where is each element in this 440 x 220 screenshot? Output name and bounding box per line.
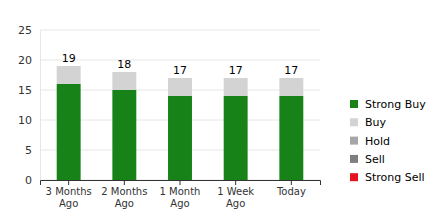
y-tick: 25 [18, 24, 40, 37]
bar-segment [168, 96, 192, 180]
bar-segment [112, 72, 136, 90]
x-tick-mark [291, 180, 292, 185]
legend: Strong Buy Buy Hold Sell Strong Sell [350, 98, 426, 184]
bar-segment [279, 78, 303, 79]
x-tick-mark [68, 180, 69, 185]
legend-label: Buy [365, 116, 387, 129]
total-label: 17 [173, 64, 187, 77]
y-axis-line [40, 31, 41, 181]
y-tick: 5 [25, 144, 40, 157]
y-tick-label: 15 [18, 84, 32, 97]
legend-label: Sell [365, 153, 385, 166]
legend-item: Strong Buy [350, 98, 426, 111]
y-tick-label: 0 [25, 174, 32, 187]
x-tick-mark [180, 180, 181, 185]
bar-segment [168, 78, 192, 79]
x-tick-label: 3 MonthsAgo [46, 186, 92, 209]
x-tick-mark [124, 180, 125, 185]
bar-segment [57, 66, 81, 67]
bar-segment [279, 96, 303, 180]
x-tick: 2 MonthsAgo [101, 180, 147, 209]
x-tick: Today [276, 180, 306, 197]
legend-label: Strong Sell [365, 171, 425, 184]
total-label: 18 [117, 58, 131, 71]
bar-segment [224, 78, 248, 79]
bar-segment [57, 66, 81, 84]
y-axis: 0 5 10 15 20 25 [18, 24, 41, 187]
legend-swatch [350, 100, 358, 108]
x-tick: 1 WeekAgo [217, 180, 254, 209]
bars [57, 66, 304, 180]
bar-segment [168, 78, 192, 79]
x-tick-label: 1 MonthAgo [160, 186, 201, 209]
total-label: 19 [62, 52, 76, 65]
legend-swatch [350, 118, 358, 126]
legend-swatch [350, 137, 358, 145]
grid-line [40, 30, 320, 31]
y-tick-label: 20 [18, 54, 32, 67]
total-label: 17 [229, 64, 243, 77]
x-axis-line [41, 181, 321, 186]
x-tick-label: 2 MonthsAgo [101, 186, 147, 209]
legend-label: Hold [365, 135, 390, 148]
bar-segment [57, 66, 81, 67]
y-tick: 15 [18, 84, 40, 97]
y-tick-label: 10 [18, 114, 32, 127]
x-tick-label: Today [276, 186, 306, 197]
bar-segment [112, 72, 136, 73]
x-axis: 3 MonthsAgo 2 MonthsAgo 1 MonthAgo 1 WeekAg… [41, 180, 321, 209]
bar-segment [112, 72, 136, 73]
bar-segment [224, 78, 248, 79]
total-label: 17 [284, 64, 298, 77]
bar-segment [57, 66, 81, 67]
y-tick-label: 5 [25, 144, 32, 157]
bar-segment [279, 78, 303, 79]
bar-segment [224, 78, 248, 79]
y-tick: 10 [18, 114, 40, 127]
legend-item: Hold [350, 135, 390, 148]
legend-item: Sell [350, 153, 385, 166]
x-tick: 3 MonthsAgo [46, 180, 92, 209]
bar-segment [112, 90, 136, 180]
y-tick: 20 [18, 54, 40, 67]
y-tick: 0 [25, 174, 40, 187]
x-tick: 1 MonthAgo [160, 180, 201, 209]
bar-segment [224, 96, 248, 180]
totals: 19 18 17 17 17 [62, 52, 299, 77]
legend-swatch [350, 155, 358, 163]
chart: 0 5 10 15 20 25 3 MonthsAgo 2 MonthsAgo 1 MonthA… [0, 0, 440, 220]
grid-line [40, 60, 320, 61]
legend-item: Strong Sell [350, 171, 425, 184]
bar-segment [168, 78, 192, 79]
legend-swatch [350, 173, 358, 181]
grid [40, 30, 320, 180]
legend-label: Strong Buy [365, 98, 426, 111]
bar-segment [279, 78, 303, 79]
bar-segment [57, 84, 81, 180]
bar-segment [168, 78, 192, 96]
bar-segment [279, 78, 303, 96]
bar-segment [112, 72, 136, 73]
x-tick-mark [235, 180, 236, 185]
bar-segment [224, 78, 248, 96]
x-tick-label: 1 WeekAgo [217, 186, 254, 209]
legend-item: Buy [350, 116, 387, 129]
y-tick-label: 25 [18, 24, 32, 37]
